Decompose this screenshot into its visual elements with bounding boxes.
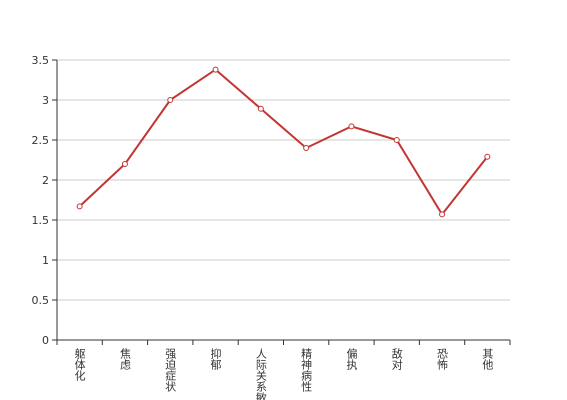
x-tick-label: 恐怖: [436, 348, 449, 370]
x-tick-label: 强迫症状: [164, 348, 177, 392]
y-tick-label: 0: [42, 334, 49, 347]
x-tick-label: 敌对: [390, 347, 403, 370]
x-tick-label: 偏执: [345, 347, 358, 371]
x-tick-label: 抑郁: [209, 347, 222, 370]
y-tick-label: 1: [42, 254, 49, 267]
x-tick-label: 精神病性: [300, 348, 313, 393]
point: [393, 137, 400, 143]
x-tick-label: 其他: [481, 348, 494, 370]
point: [121, 161, 128, 167]
point: [257, 105, 264, 112]
point: [439, 211, 446, 218]
y-tick-label: 0.5: [32, 294, 50, 307]
y-tick-label: 2.5: [32, 134, 50, 147]
line: [78, 68, 489, 217]
point: [303, 145, 310, 151]
point: [484, 153, 491, 160]
x-tick-label: 人际关系敏感: [254, 348, 267, 400]
y-tick-label: 2: [42, 174, 49, 187]
point: [76, 203, 83, 210]
x-tick-label: 躯体化: [73, 348, 86, 382]
point: [212, 66, 219, 73]
point: [167, 97, 174, 103]
y-tick-label: 3.5: [32, 54, 50, 67]
y-tick-label: 1.5: [32, 214, 50, 227]
y-tick-label: 3: [42, 94, 49, 107]
point: [348, 123, 355, 130]
x-tick-label: 焦虑: [118, 348, 131, 370]
